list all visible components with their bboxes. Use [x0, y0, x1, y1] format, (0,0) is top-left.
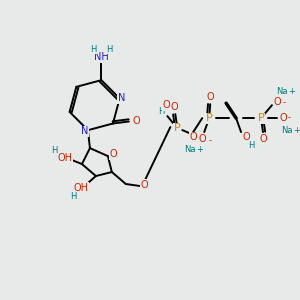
Text: O: O: [279, 113, 287, 123]
Text: O: O: [132, 116, 140, 127]
Text: P: P: [206, 113, 213, 123]
Text: H: H: [51, 146, 57, 154]
Text: Na: Na: [184, 146, 196, 154]
Text: +: +: [293, 126, 300, 135]
Text: H: H: [248, 140, 254, 149]
Text: P: P: [174, 123, 181, 133]
Text: OH: OH: [74, 183, 88, 193]
Text: -: -: [287, 114, 290, 123]
Text: NH: NH: [94, 52, 109, 62]
Text: OH: OH: [58, 153, 73, 163]
Text: H: H: [158, 106, 165, 116]
Text: Na: Na: [281, 126, 292, 135]
Text: -: -: [282, 98, 285, 107]
Text: N: N: [81, 126, 88, 136]
Text: +: +: [196, 146, 203, 154]
Text: H: H: [70, 192, 76, 201]
Text: O: O: [170, 102, 178, 112]
Text: O: O: [163, 100, 170, 110]
Text: H: H: [106, 45, 112, 54]
Text: -: -: [209, 136, 212, 146]
Text: O: O: [273, 97, 281, 107]
Text: H: H: [90, 45, 97, 54]
Text: Na: Na: [276, 87, 288, 96]
Text: O: O: [206, 92, 214, 102]
Text: +: +: [288, 87, 295, 96]
Text: O: O: [259, 134, 267, 144]
Text: O: O: [109, 149, 117, 159]
Text: O: O: [198, 134, 206, 144]
Text: O: O: [189, 132, 197, 142]
Text: P: P: [258, 113, 264, 123]
Text: O: O: [141, 180, 148, 190]
Text: N: N: [118, 94, 125, 103]
Text: O: O: [242, 132, 250, 142]
